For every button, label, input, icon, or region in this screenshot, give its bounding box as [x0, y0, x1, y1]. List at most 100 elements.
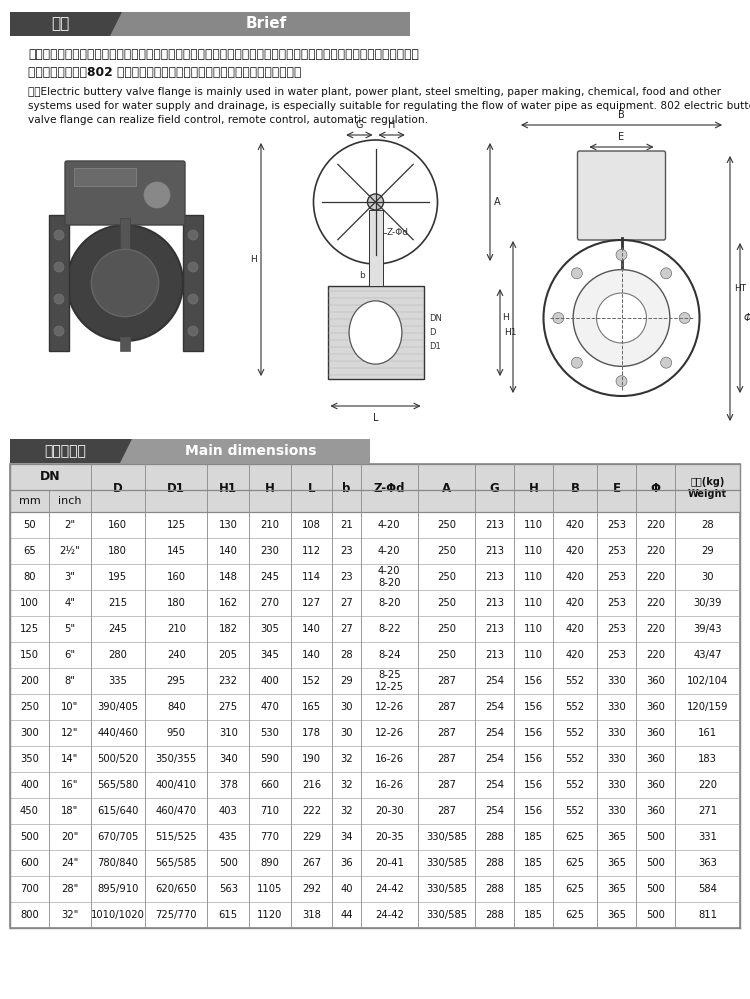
Text: 200: 200 [20, 676, 39, 686]
Text: 220: 220 [698, 780, 717, 790]
Text: 50: 50 [23, 520, 36, 530]
Text: 213: 213 [485, 624, 504, 634]
Text: 318: 318 [302, 910, 321, 920]
Text: 150: 150 [20, 650, 39, 660]
Text: 245: 245 [260, 572, 279, 582]
Text: 340: 340 [219, 754, 238, 764]
Text: 400/410: 400/410 [156, 780, 196, 790]
Text: 102/104: 102/104 [687, 676, 728, 686]
Circle shape [616, 376, 627, 387]
Circle shape [680, 313, 690, 324]
Text: Z-Φd: Z-Φd [374, 482, 405, 495]
Text: 500: 500 [646, 910, 665, 920]
Text: 250: 250 [437, 572, 456, 582]
Text: 主要尺寸表: 主要尺寸表 [44, 444, 86, 458]
Text: 331: 331 [698, 832, 717, 842]
Bar [10, 439, 120, 463]
Text: 253: 253 [607, 624, 626, 634]
Text: 110: 110 [524, 520, 543, 530]
Text: 112: 112 [302, 546, 321, 556]
Text: 230: 230 [260, 546, 279, 556]
Circle shape [188, 294, 198, 304]
Text: 125: 125 [166, 520, 186, 530]
Text: 267: 267 [302, 858, 321, 868]
Text: 简介: 简介 [51, 17, 69, 32]
Text: A: A [442, 482, 451, 495]
Text: b: b [358, 272, 364, 281]
Text: 403: 403 [219, 806, 238, 816]
Text: 287: 287 [437, 806, 456, 816]
Text: 32: 32 [340, 754, 352, 764]
Circle shape [553, 313, 564, 324]
Text: L: L [373, 413, 378, 423]
Text: 180: 180 [108, 546, 128, 556]
Text: 8": 8" [64, 676, 75, 686]
Text: A: A [494, 197, 501, 207]
Text: 44: 44 [340, 910, 352, 920]
Text: 213: 213 [485, 598, 504, 608]
Text: 287: 287 [437, 728, 456, 738]
Text: Electric buttery valve flange is mainly used in water plant, power plant, steel : Electric buttery valve flange is mainly … [28, 87, 721, 97]
Text: 254: 254 [485, 676, 504, 686]
Text: 330: 330 [608, 676, 626, 686]
Text: 16-26: 16-26 [375, 780, 404, 790]
Text: 800: 800 [20, 910, 39, 920]
Text: 435: 435 [219, 832, 238, 842]
Text: 530: 530 [260, 728, 279, 738]
Text: 120/159: 120/159 [687, 702, 728, 712]
Text: 210: 210 [166, 624, 186, 634]
Text: 156: 156 [524, 702, 543, 712]
Text: 216: 216 [302, 780, 321, 790]
Text: 130: 130 [219, 520, 238, 530]
Text: 500: 500 [646, 832, 665, 842]
Text: 24-42: 24-42 [375, 884, 404, 894]
Text: b: b [342, 482, 350, 495]
Text: 20-30: 20-30 [375, 806, 404, 816]
Text: G: G [356, 120, 363, 130]
Text: 210: 210 [260, 520, 279, 530]
Text: 245: 245 [108, 624, 128, 634]
Text: 80: 80 [23, 572, 36, 582]
Text: 330/585: 330/585 [426, 858, 467, 868]
Text: 890: 890 [260, 858, 279, 868]
Text: 190: 190 [302, 754, 321, 764]
Text: Brief: Brief [245, 17, 286, 32]
Text: 220: 220 [646, 546, 665, 556]
Text: 400: 400 [260, 676, 279, 686]
Text: valve flange can realize field control, remote control, automatic regulation.: valve flange can realize field control, … [28, 115, 428, 125]
Text: B: B [618, 110, 625, 120]
Bar [328, 286, 424, 379]
Text: 552: 552 [566, 702, 584, 712]
Text: 185: 185 [524, 884, 543, 894]
Text: Φ: Φ [650, 482, 661, 495]
Text: 183: 183 [698, 754, 717, 764]
Text: 23: 23 [340, 546, 352, 556]
Text: 470: 470 [260, 702, 279, 712]
Text: Z-Φd: Z-Φd [386, 229, 409, 238]
Text: 220: 220 [646, 598, 665, 608]
Text: 271: 271 [698, 806, 717, 816]
Text: 420: 420 [566, 572, 584, 582]
Text: 250: 250 [437, 624, 456, 634]
Text: D1: D1 [167, 482, 185, 495]
Text: 620/650: 620/650 [155, 884, 197, 894]
Text: 625: 625 [566, 858, 584, 868]
Text: H1: H1 [504, 328, 517, 337]
Text: 156: 156 [524, 728, 543, 738]
Text: 182: 182 [219, 624, 238, 634]
Text: 34: 34 [340, 832, 352, 842]
Text: 140: 140 [302, 624, 321, 634]
Text: 360: 360 [646, 754, 665, 764]
Text: 305: 305 [260, 624, 279, 634]
Text: 253: 253 [607, 650, 626, 660]
Text: 552: 552 [566, 780, 584, 790]
Text: 30/39: 30/39 [693, 598, 722, 608]
Text: 110: 110 [524, 598, 543, 608]
Text: 23: 23 [340, 572, 352, 582]
Text: 125: 125 [20, 624, 39, 634]
Text: 16-26: 16-26 [375, 754, 404, 764]
Text: 295: 295 [166, 676, 186, 686]
Text: 552: 552 [566, 676, 584, 686]
Text: systems used for water supply and drainage, is especially suitable for regulatin: systems used for water supply and draina… [28, 101, 750, 111]
Text: 250: 250 [437, 546, 456, 556]
